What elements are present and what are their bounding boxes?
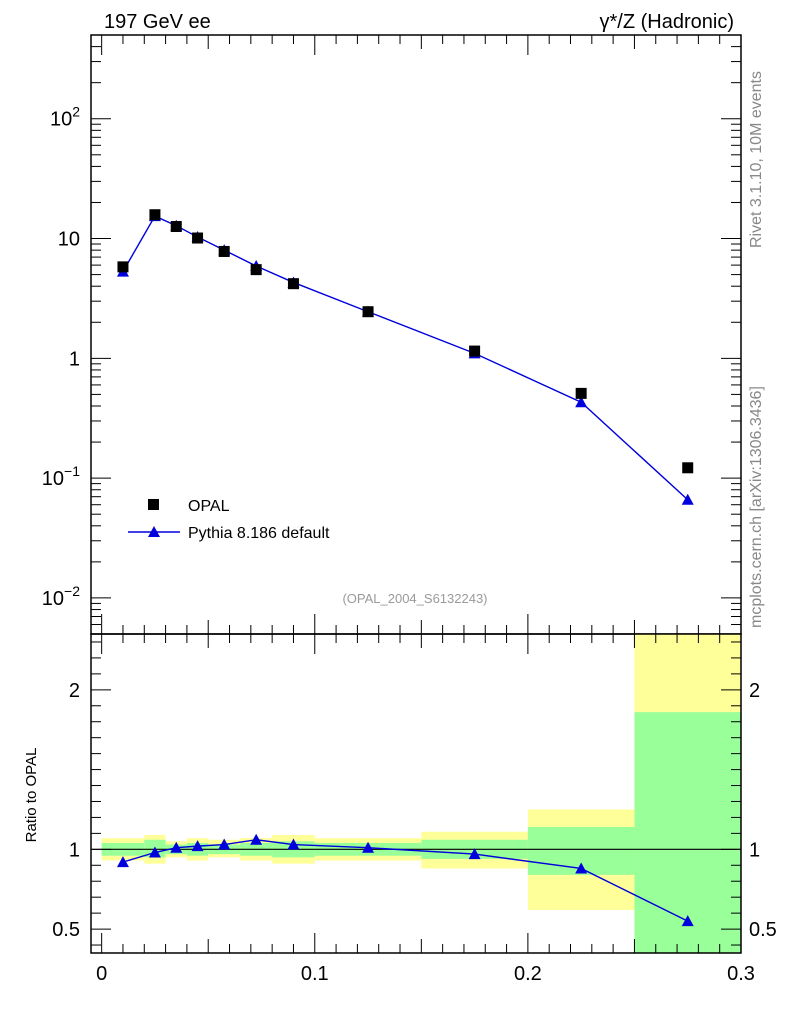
- data-point: [469, 345, 481, 357]
- ratio-y-tick-label-right: 2: [749, 680, 760, 702]
- ratio-point: [218, 838, 231, 850]
- ratio-point: [681, 915, 694, 927]
- ratio-x-tick-label: 0.3: [727, 963, 755, 985]
- main-data-marks: [116, 209, 694, 505]
- tick-exponent: 2: [72, 104, 80, 120]
- ratio-x-tick-labels: 0 0.1 0.2 0.3: [96, 963, 755, 985]
- tick-base: 1: [69, 348, 80, 370]
- main-y-tick-label: 10: [58, 229, 80, 251]
- ratio-x-tick-label: 0.1: [301, 963, 329, 985]
- tick-exponent: −2: [64, 583, 80, 599]
- plot-title-right: γ*/Z (Hadronic): [600, 11, 734, 33]
- ratio-point: [116, 856, 129, 868]
- mc-point: [575, 396, 588, 408]
- ratio-point: [250, 833, 263, 845]
- legend-data-marker: [148, 499, 159, 510]
- ratio-uncertainty-bands: [101, 634, 741, 953]
- data-point: [170, 221, 182, 233]
- ratio-data-marks: [116, 833, 694, 927]
- legend: OPAL Pythia 8.186 default: [128, 498, 330, 542]
- data-point: [218, 245, 230, 257]
- tick-base: 10: [58, 229, 80, 251]
- ratio-point: [148, 846, 161, 858]
- ratio-point: [575, 862, 588, 874]
- ratio-point: [468, 848, 481, 860]
- ratio-y-tick-label-left: 1: [69, 839, 80, 861]
- legend-data-label: OPAL: [188, 498, 230, 515]
- ratio-y-tick-label-left: 2: [69, 680, 80, 702]
- ratio-y-tick-label-right: 1: [749, 839, 760, 861]
- ratio-panel: 0.5 0.5 1 1 2 2 0 0.1 0.2 0.3 Ratio to OPAL: [23, 633, 777, 985]
- plot-title-left: 197 GeV ee: [104, 11, 211, 33]
- ratio-point: [287, 838, 300, 850]
- ratio-point: [191, 840, 204, 852]
- main-y-tick-label: 102: [50, 104, 80, 131]
- data-point: [682, 462, 694, 474]
- data-point: [575, 387, 587, 399]
- ratio-frame: [90, 633, 742, 954]
- data-point: [287, 278, 299, 290]
- data-point: [117, 261, 129, 273]
- data-point: [250, 264, 262, 276]
- tick-base: 10: [42, 468, 64, 490]
- legend-mc-marker: [148, 526, 160, 537]
- mc-series-line: [122, 215, 689, 501]
- data-point: [192, 232, 204, 244]
- ratio-y-tick-labels: 0.5 0.5 1 1 2 2: [52, 680, 777, 941]
- ratio-x-tick-label: 0.2: [514, 963, 542, 985]
- main-y-tick-label: 1: [69, 348, 80, 370]
- ratio-point: [170, 841, 183, 853]
- tick-base: 10: [50, 109, 72, 131]
- data-point: [362, 306, 374, 318]
- ratio-y-tick-label-left: 0.5: [52, 919, 80, 941]
- ratio-band-inner: [634, 712, 741, 953]
- main-y-tick-label: 10−2: [42, 583, 80, 610]
- legend-mc-label: Pythia 8.186 default: [188, 525, 330, 542]
- tick-exponent: −1: [64, 463, 80, 479]
- data-point: [149, 209, 161, 221]
- mc-point: [681, 493, 694, 505]
- ratio-x-tick-label: 0: [96, 963, 107, 985]
- ratio-y-tick-label-right: 0.5: [749, 919, 777, 941]
- analysis-id: (OPAL_2004_S6132243): [342, 591, 487, 606]
- tick-base: 10: [42, 588, 64, 610]
- ratio-y-axis-label: Ratio to OPAL: [23, 748, 40, 843]
- main-frame: [90, 34, 742, 635]
- main-axis-ticks: [91, 34, 742, 635]
- rivet-version-label: Rivet 3.1.10, 10M events: [748, 71, 765, 248]
- main-y-tick-label: 10−1: [42, 463, 80, 490]
- mcplots-label: mcplots.cern.ch [arXiv:1306.3436]: [748, 386, 765, 628]
- ratio-point: [362, 841, 375, 853]
